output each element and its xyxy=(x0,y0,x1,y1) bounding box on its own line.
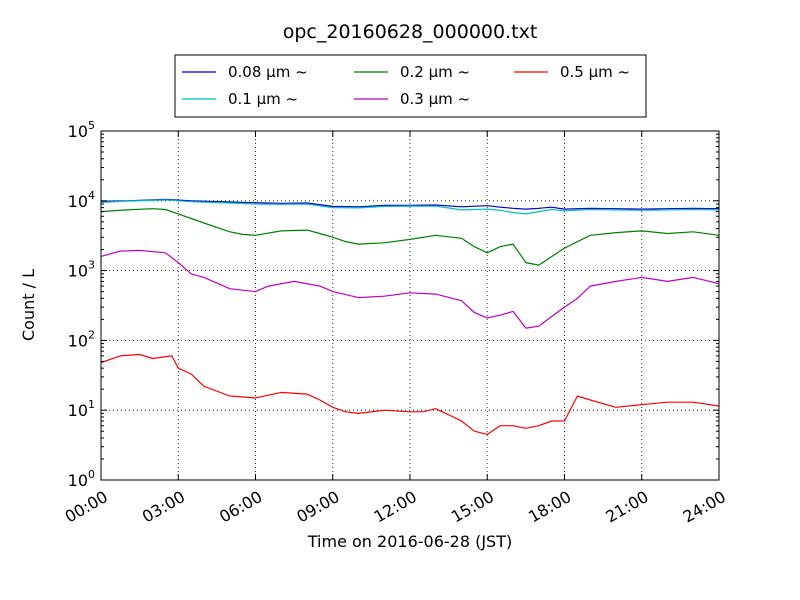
legend-label: 0.1 μm ~ xyxy=(228,90,298,108)
legend-box xyxy=(174,54,647,118)
x-tick-label: 15:00 xyxy=(448,487,497,527)
series-line xyxy=(100,249,720,329)
y-tick-labels: 100 101 102 103 104 105 xyxy=(68,119,95,490)
x-tick-label: 21:00 xyxy=(602,487,651,527)
series-line xyxy=(100,208,720,266)
series-layer xyxy=(100,198,720,435)
x-tick-label: 06:00 xyxy=(216,487,265,527)
x-tick-label: 00:00 xyxy=(62,487,111,527)
axis-ticks xyxy=(100,130,720,481)
legend-label: 0.08 μm ~ xyxy=(228,63,308,81)
y-tick-label: 101 xyxy=(68,398,95,420)
x-tick-label: 24:00 xyxy=(680,487,729,527)
series-line xyxy=(100,353,720,435)
x-tick-label: 18:00 xyxy=(525,487,574,527)
grid-lines xyxy=(101,131,719,480)
chart-title: opc_20160628_000000.txt xyxy=(283,21,538,43)
x-axis-label: Time on 2016-06-28 (JST) xyxy=(307,532,512,551)
y-tick-label: 103 xyxy=(68,259,95,281)
series-line xyxy=(100,199,720,215)
y-axis-label: Count / L xyxy=(19,269,38,341)
y-tick-label: 104 xyxy=(68,189,95,211)
legend: 0.08 μm ~ 0.1 μm ~ 0.2 μm ~ 0.3 μm ~ 0.5 μm … xyxy=(174,54,647,118)
x-tick-label: 03:00 xyxy=(139,487,188,527)
legend-label: 0.5 μm ~ xyxy=(560,63,630,81)
x-tick-labels: 00:00 03:00 06:00 09:00 12:00 15:00 18:00 21:00… xyxy=(62,487,729,527)
y-tick-label: 100 xyxy=(68,468,95,490)
legend-label: 0.2 μm ~ xyxy=(400,63,470,81)
legend-label: 0.3 μm ~ xyxy=(400,90,470,108)
x-tick-label: 12:00 xyxy=(371,487,420,527)
y-tick-label: 102 xyxy=(68,328,95,350)
series-line xyxy=(100,198,720,210)
x-tick-label: 09:00 xyxy=(293,487,342,527)
y-tick-label: 105 xyxy=(68,119,95,141)
